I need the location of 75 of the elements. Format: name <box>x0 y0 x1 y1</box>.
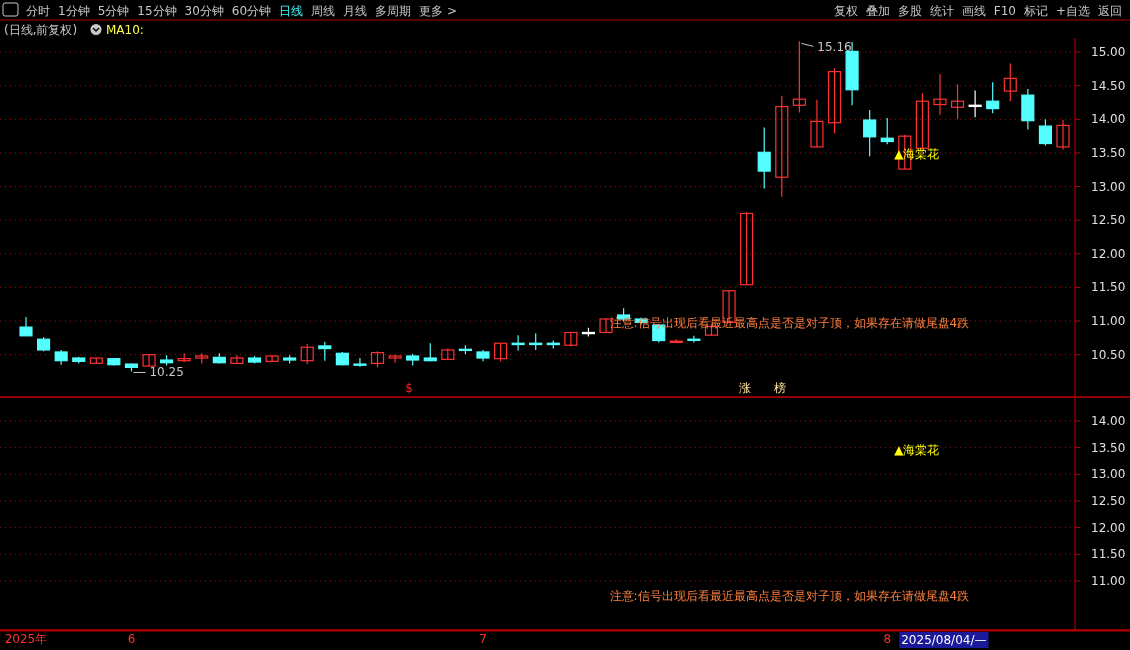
candlestick <box>775 95 789 198</box>
text: 15分钟 <box>137 4 177 18</box>
text: 5分钟 <box>97 4 130 18</box>
text: 复权 <box>833 4 858 18</box>
text: 周线 <box>311 4 336 18</box>
text: 1分钟 <box>58 4 90 18</box>
candlestick <box>757 126 771 190</box>
candlestick <box>792 40 806 114</box>
y-tick-label: 13.00 <box>1091 467 1126 482</box>
candlestick <box>1038 118 1052 147</box>
y-tick-label: 14.50 <box>1091 78 1126 93</box>
x-tick-label: 6 <box>127 632 136 646</box>
candlestick <box>353 357 367 368</box>
candlestick <box>142 354 156 367</box>
candlestick <box>19 316 33 337</box>
annotation: 10.25 <box>149 365 184 380</box>
candlestick <box>968 89 982 118</box>
candlestick <box>1056 119 1070 151</box>
x-tick-label: 7 <box>479 632 487 646</box>
candlestick <box>863 109 877 157</box>
y-tick-label: 12.50 <box>1091 493 1126 508</box>
candlestick <box>915 92 929 149</box>
y-tick-label: 12.00 <box>1091 246 1126 261</box>
text: F10 <box>993 4 1016 18</box>
text: 2025/08/04/— <box>901 633 987 647</box>
y-tick-label: 11.00 <box>1091 573 1126 588</box>
text: 画线 <box>961 4 986 18</box>
text: 多周期 <box>375 4 412 18</box>
y-tick-label: 11.50 <box>1091 547 1126 562</box>
text: 60分钟 <box>231 4 272 18</box>
x-tick-label: 2025年 <box>4 632 48 646</box>
candlestick <box>827 67 842 135</box>
annotation: $ <box>405 381 413 395</box>
text: 叠加 <box>865 4 890 18</box>
y-tick-label: 14.00 <box>1091 413 1126 428</box>
text: 标记 <box>1022 4 1048 18</box>
candlestick <box>1003 62 1017 102</box>
text: +自选 <box>1055 4 1090 18</box>
candlestick <box>950 83 965 120</box>
text: 多股 <box>897 4 922 18</box>
candlestick <box>810 99 824 148</box>
candlestick <box>564 331 578 348</box>
chart-subtitle: MA10: <box>106 23 144 37</box>
y-tick-label: 13.00 <box>1091 179 1126 194</box>
candlestick <box>493 342 508 362</box>
y-tick-label: 14.00 <box>1091 112 1126 127</box>
y-tick-label: 13.50 <box>1091 145 1126 160</box>
annotation: 注意:信号出现后看最近最高点是否是对子顶，如果存在请做尾盘4跌 <box>609 589 970 603</box>
y-tick-label: 11.00 <box>1091 314 1126 329</box>
y-tick-label: 15.00 <box>1091 45 1126 60</box>
y-tick-label: 11.50 <box>1091 280 1126 295</box>
y-tick-label: 13.50 <box>1091 440 1126 455</box>
chart-title: (日线,前复权) <box>4 23 78 37</box>
text: 统计 <box>929 4 954 18</box>
candlestick <box>318 341 332 362</box>
text: 分时 <box>26 4 50 18</box>
candlestick <box>265 354 279 362</box>
text: 更多 > <box>419 4 457 18</box>
x-tick-label: 8 <box>883 632 892 646</box>
text: 30分钟 <box>184 4 224 18</box>
y-tick-label: 10.50 <box>1091 347 1126 362</box>
candlestick <box>740 211 754 286</box>
annotation: ▲海棠花 <box>894 443 940 457</box>
text: 日线 <box>279 4 304 18</box>
y-tick-label: 12.00 <box>1091 520 1126 535</box>
annotation: 榜 <box>774 381 787 395</box>
text: 返回 <box>1098 4 1122 18</box>
y-tick-label: 12.50 <box>1091 213 1126 228</box>
candlestick <box>230 354 244 364</box>
annotation: 15.16 <box>817 40 852 55</box>
candlestick <box>933 73 947 116</box>
annotation: 涨 <box>738 381 751 395</box>
text: 月线 <box>343 4 368 18</box>
candlestick <box>986 81 1000 114</box>
candlestick <box>300 343 314 365</box>
